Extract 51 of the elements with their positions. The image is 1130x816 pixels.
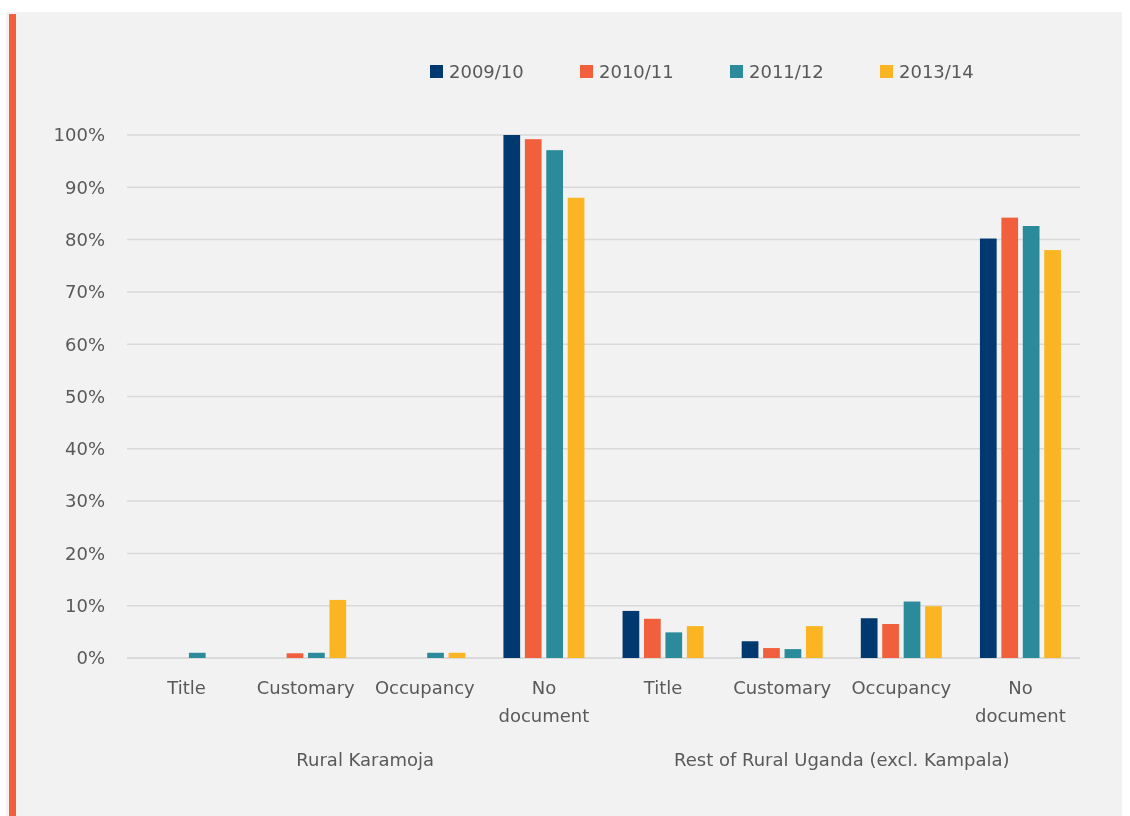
y-tick-label: 70% xyxy=(64,281,105,303)
bar xyxy=(1022,226,1040,658)
y-tick-label: 40% xyxy=(64,438,105,460)
x-tick-label: Title xyxy=(642,677,683,698)
bar xyxy=(860,618,878,658)
bar xyxy=(622,610,640,658)
bar xyxy=(546,150,564,658)
legend-label: 2011/12 xyxy=(749,61,824,83)
bar xyxy=(805,626,823,658)
x-tick-label: Occupancy xyxy=(851,677,952,698)
bar xyxy=(308,652,325,658)
bar xyxy=(427,652,444,658)
y-tick-label: 50% xyxy=(64,385,105,407)
y-tick-label: 20% xyxy=(64,542,105,564)
bar xyxy=(329,599,347,658)
bar xyxy=(643,618,661,658)
text: Rural Karamoja xyxy=(296,749,435,770)
bar xyxy=(665,632,683,658)
legend-label: 2010/11 xyxy=(599,61,674,83)
y-tick-label: 0% xyxy=(76,647,105,669)
x-tick-label: No document xyxy=(975,677,1066,726)
bar xyxy=(882,624,899,658)
x-tick-label: Title xyxy=(166,677,206,698)
bar xyxy=(784,649,802,658)
legend-label: 2009/10 xyxy=(449,61,524,83)
x-tick-label: Occupancy xyxy=(374,677,476,698)
bar xyxy=(286,653,304,658)
bar xyxy=(1044,250,1061,658)
y-tick-label: 100% xyxy=(53,124,105,146)
bar xyxy=(1001,217,1019,658)
x-tick-label: Customary xyxy=(733,677,832,698)
bar xyxy=(567,197,585,658)
bar xyxy=(925,606,942,658)
bar xyxy=(979,238,997,658)
bar xyxy=(686,626,704,658)
y-tick-label: 80% xyxy=(64,228,105,250)
x-tick-label: Customary xyxy=(256,677,356,698)
legend-label: 2013/14 xyxy=(899,61,974,83)
y-tick-label: 10% xyxy=(64,595,105,616)
y-tick-label: 90% xyxy=(64,176,105,198)
text: Rest of Rural Uganda (excl. Kampala) xyxy=(674,749,1010,770)
bar xyxy=(503,135,521,658)
x-tick-label: No document xyxy=(498,677,590,726)
bar xyxy=(741,641,759,658)
bar xyxy=(763,648,780,658)
y-tick-label: 60% xyxy=(64,333,105,355)
bar xyxy=(903,601,921,658)
bar xyxy=(188,652,206,658)
bar xyxy=(448,652,466,658)
y-tick-label: 30% xyxy=(64,490,105,512)
bar xyxy=(524,139,542,658)
